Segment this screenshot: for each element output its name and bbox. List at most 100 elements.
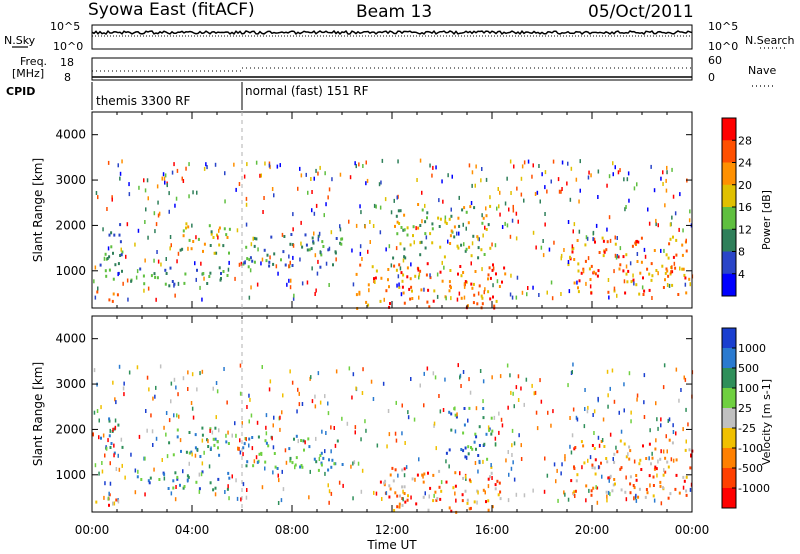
echo-cell <box>373 203 376 208</box>
echo-cell <box>579 188 581 193</box>
echo-cell <box>139 267 142 271</box>
echo-cell <box>423 371 425 376</box>
echo-cell <box>510 390 512 395</box>
echo-cell <box>490 463 492 467</box>
echo-cell <box>209 244 212 247</box>
echo-cell <box>499 190 501 195</box>
echo-cell <box>357 461 360 466</box>
echo-cell <box>248 437 251 441</box>
echo-cell <box>271 187 274 191</box>
echo-cell <box>311 236 314 240</box>
echo-cell <box>652 484 655 487</box>
echo-cell <box>175 485 177 489</box>
echo-cell <box>509 234 512 239</box>
echo-cell <box>447 173 449 178</box>
echo-cell <box>144 188 147 193</box>
echo-cell <box>143 456 145 461</box>
echo-cell <box>488 428 491 432</box>
echo-cell <box>666 269 669 273</box>
echo-cell <box>672 430 675 434</box>
echo-cell <box>653 467 656 471</box>
echo-cell <box>225 440 228 444</box>
echo-cell <box>418 295 420 300</box>
echo-cell <box>209 481 212 485</box>
echo-cell <box>670 457 673 462</box>
echo-cell <box>119 176 121 181</box>
echo-cell <box>163 476 166 481</box>
echo-cell <box>248 258 251 262</box>
echo-cell <box>468 406 471 410</box>
echo-cell <box>196 268 198 272</box>
echo-cell <box>105 274 108 278</box>
xaxis-title: Time UT <box>366 538 417 552</box>
echo-cell <box>515 295 518 300</box>
echo-cell <box>482 459 484 464</box>
echo-cell <box>508 207 510 212</box>
echo-cell <box>292 296 295 301</box>
echo-cell <box>260 261 262 266</box>
echo-cell <box>397 274 400 279</box>
echo-cell <box>355 223 358 228</box>
echo-cell <box>455 415 458 419</box>
echo-cell <box>157 200 159 205</box>
echo-cell <box>396 220 399 224</box>
echo-cell <box>592 230 595 235</box>
echo-cell <box>460 274 463 278</box>
colorbar-tick-label: -100 <box>738 442 763 455</box>
echo-cell <box>388 244 391 249</box>
echo-cell <box>672 194 675 199</box>
echo-cell <box>623 382 625 387</box>
echo-cell <box>253 244 256 248</box>
echo-cell <box>456 412 458 417</box>
echo-cell <box>507 498 510 503</box>
echo-cell <box>154 229 156 234</box>
echo-cell <box>227 430 229 435</box>
echo-cell <box>111 197 113 202</box>
echo-cell <box>119 171 122 176</box>
echo-cell <box>319 454 322 457</box>
echo-cell <box>583 461 586 465</box>
echo-cell <box>448 506 451 510</box>
echo-cell <box>281 232 284 237</box>
echo-cell <box>256 460 259 464</box>
echo-cell <box>602 417 605 422</box>
echo-cell <box>508 472 510 477</box>
echo-cell <box>338 480 341 485</box>
echo-cell <box>481 213 483 218</box>
echo-cell <box>341 416 343 421</box>
echo-cell <box>417 203 420 206</box>
echo-cell <box>145 409 147 413</box>
xtick-label: 12:00 <box>375 523 410 537</box>
echo-cell <box>206 165 208 170</box>
echo-cell <box>384 479 387 483</box>
echo-cell <box>243 174 246 179</box>
echo-cell <box>589 284 592 289</box>
echo-cell <box>300 173 303 178</box>
echo-cell <box>532 230 535 235</box>
echo-cell <box>305 243 308 247</box>
echo-cell <box>245 495 248 500</box>
echo-cell <box>512 460 514 465</box>
echo-cell <box>546 290 548 295</box>
echo-cell <box>584 407 586 411</box>
echo-cell <box>607 278 610 282</box>
echo-cell <box>577 290 580 294</box>
echo-cell <box>153 258 155 263</box>
colorbar-swatch <box>722 273 736 297</box>
echo-cell <box>276 467 279 470</box>
echo-cell <box>308 248 311 252</box>
echo-cell <box>481 167 483 171</box>
ytick-label: 2000 <box>55 422 86 436</box>
echo-cell <box>669 222 672 227</box>
echo-cell <box>292 243 295 248</box>
velocity-colorbar-label: Velocity [m s-1] <box>760 379 773 465</box>
echo-cell <box>491 375 493 380</box>
echo-cell <box>632 273 634 278</box>
echo-cell <box>160 262 162 267</box>
nsky-label: N.Sky <box>4 34 36 47</box>
echo-cell <box>576 473 579 477</box>
colorbar-tick-label: 8 <box>738 246 745 259</box>
echo-cell <box>276 164 279 169</box>
echo-cell <box>494 436 497 441</box>
echo-cell <box>439 217 442 221</box>
